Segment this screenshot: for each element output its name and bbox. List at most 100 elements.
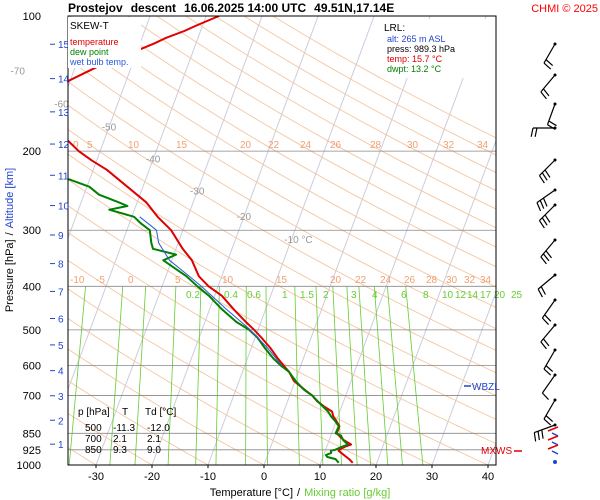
mixing-ratio-label: 1.5 — [300, 290, 314, 301]
isotherm-labels: -80 °C-70-60-50-40-30-20-10 °C — [10, 67, 312, 246]
wind-barb-feather — [545, 59, 554, 67]
wind-barb — [540, 238, 557, 265]
plot-background — [68, 16, 496, 465]
temp-tick-label: 40 — [482, 471, 494, 483]
wbzl-label: WBZL — [472, 382, 500, 393]
wind-barb-surface — [547, 426, 559, 437]
altitude-tick-label: 4 — [58, 367, 64, 378]
dry-adiabat-label: -10 — [70, 275, 85, 286]
isotherm-label: -20 — [237, 212, 252, 223]
altitude-tick-label: 3 — [58, 392, 64, 403]
mixing-ratio-label: 4 — [372, 290, 378, 301]
mixing-ratio-line — [358, 286, 372, 465]
profile-series — [68, 16, 354, 464]
wind-barb-feather — [541, 317, 549, 325]
altitude-tick-label: 7 — [58, 287, 64, 298]
dry-adiabat-label: 30 — [446, 275, 458, 286]
mixing-ratio-label: 25 — [511, 290, 523, 301]
table-header-p: p [hPa] — [78, 407, 110, 418]
altitude-tick-label: 2 — [58, 416, 64, 427]
dry-adiabat-label: 34 — [480, 275, 492, 286]
header-station: Prostejov descent 16.06.2025 14:00 UTC 49.5… — [68, 1, 394, 15]
wind-barb-staff — [540, 239, 556, 258]
mixing-ratio-label: 8 — [423, 290, 429, 301]
series-dew-point — [68, 177, 349, 464]
legend-dewpoint: dew point — [70, 47, 109, 57]
mxws-label: MXWS — [481, 446, 512, 457]
wind-barb — [546, 102, 557, 130]
dry-adiabat-line — [68, 104, 496, 351]
wind-barb — [541, 373, 557, 400]
wind-barb-staff — [543, 399, 556, 420]
pressure-tick-label: 700 — [23, 390, 41, 402]
isotherm-label: -60 — [54, 100, 69, 111]
table-cell: 850 — [85, 445, 102, 456]
dry-adiabat-label: 5 — [175, 275, 181, 286]
altitude-tick-label: 11 — [58, 171, 69, 182]
dry-adiabat-label: 0 — [128, 275, 134, 286]
lrl-box — [382, 19, 494, 78]
wind-barb — [540, 323, 557, 350]
temp-tick-label: -20 — [144, 471, 160, 483]
wind-barb — [543, 42, 557, 70]
altitude-tick-label: 15 — [58, 40, 70, 51]
dry-adiabat-label: 10 — [222, 275, 234, 286]
wind-barb-feather — [541, 392, 549, 400]
wind-barb-station — [553, 273, 557, 277]
wind-barb-feather — [533, 432, 537, 442]
mixing-ratio-label: 1 — [282, 290, 288, 301]
wind-barb-staff — [547, 444, 559, 450]
altitude-tick-label: 8 — [58, 260, 64, 271]
wind-barb-feather — [541, 217, 548, 226]
isotherm-label: -10 °C — [284, 235, 312, 246]
wind-barb-station — [553, 348, 557, 352]
wind-barb-staff — [547, 435, 559, 441]
mixing-ratio-line — [245, 286, 247, 465]
pressure-tick-label: 300 — [23, 225, 41, 237]
copyright: CHMI © 2025 — [531, 3, 598, 15]
mixing-ratio-line — [294, 286, 300, 465]
wind-barb — [543, 398, 557, 426]
legend-wetbulb: wet bulb temp. — [69, 57, 129, 67]
mixing-ratio-line — [109, 286, 124, 465]
temp-tick-label: 20 — [370, 471, 382, 483]
pressure-tick-label: 850 — [23, 428, 41, 440]
wind-barb-station — [553, 188, 557, 192]
isotherm-line — [375, 139, 496, 465]
dry-adiabat-line — [156, 16, 496, 210]
dry-adiabat-line — [68, 81, 496, 330]
table-cell: 9.0 — [147, 445, 161, 456]
mixing-ratio-label: 17 — [480, 290, 492, 301]
dry-adiabat-labels: 0 5 10 15 20 22 24 26 28 30 32 34-10 -5 0 5 10 15 20 22 24 2… — [70, 140, 492, 286]
mixing-ratio-line — [134, 286, 147, 465]
mixing-ratio-line — [373, 286, 389, 465]
dry-adiabat-label: 34 — [477, 140, 489, 151]
wind-barb-staff — [537, 274, 556, 290]
table-cell: 700 — [85, 434, 102, 445]
altitude-tick-label: 13 — [58, 108, 70, 119]
wind-barb-feather — [545, 365, 554, 373]
wind-barb — [538, 203, 557, 229]
mixing-ratio-line — [68, 286, 86, 465]
temp-tick-label: 0 — [261, 471, 267, 483]
mixing-ratio-label: 14 — [467, 290, 479, 301]
wind-barb-feather — [540, 256, 547, 265]
wind-barb — [541, 298, 557, 325]
dry-adiabat-line — [69, 16, 496, 268]
wind-barb-feather — [544, 314, 552, 322]
wind-barb-feather — [541, 172, 548, 181]
wind-barbs — [530, 42, 559, 464]
wind-barb-feather — [534, 127, 538, 137]
table-header-td: Td [°C] — [145, 407, 176, 418]
wind-barb — [537, 273, 557, 298]
isotherm-line — [431, 290, 496, 465]
wind-barb-staff — [536, 189, 556, 204]
mixing-ratio-line — [346, 286, 358, 465]
level-table: p [hPa] T Td [°C] 500 -11.3 -12.0 700 2.1 2.1… — [78, 407, 176, 456]
wind-barb-station — [553, 423, 557, 427]
table-cell: 500 — [85, 423, 102, 434]
wind-barb-station — [553, 398, 557, 402]
dry-adiabat-line — [68, 58, 496, 308]
table-header-t: T — [122, 407, 128, 418]
